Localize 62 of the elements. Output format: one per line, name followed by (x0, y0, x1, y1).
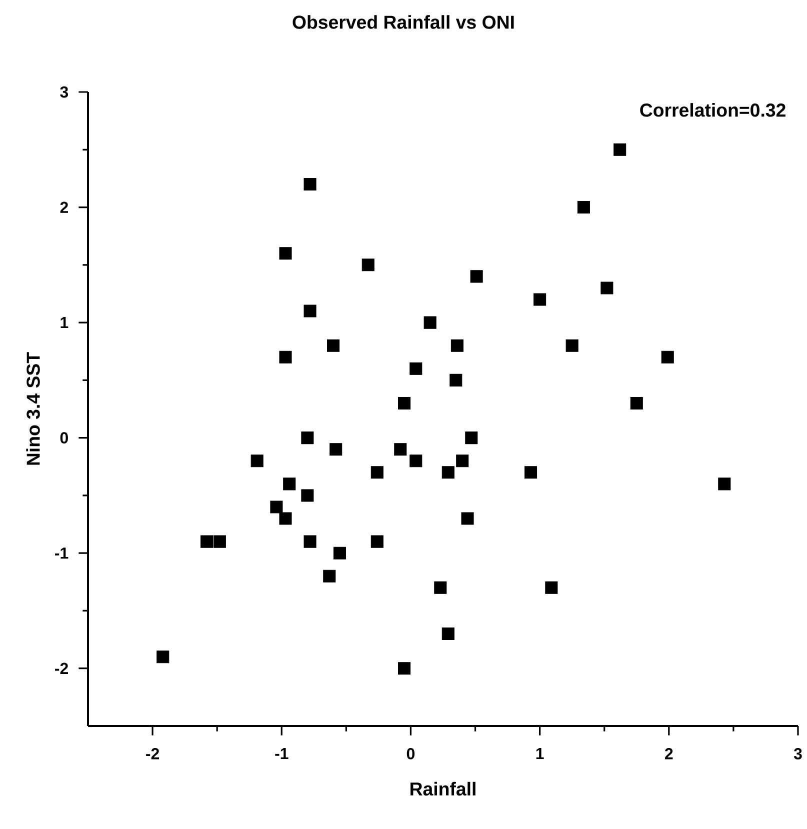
point (333, 546, 346, 560)
y-tick-label: -2 (55, 662, 68, 674)
point (304, 178, 316, 190)
point (156, 650, 170, 664)
point (450, 339, 464, 352)
point (398, 662, 411, 675)
point (250, 454, 264, 468)
point (545, 581, 558, 594)
point (213, 535, 226, 548)
point (661, 350, 674, 364)
x-tick-label: 3 (794, 748, 802, 760)
x-tick-label: 2 (665, 748, 673, 760)
y-tick-label: 2 (60, 202, 68, 213)
point (362, 258, 374, 272)
y-tick-label: 1 (60, 317, 68, 328)
y-tick-label: -1 (55, 548, 68, 559)
point (301, 432, 314, 444)
point (370, 466, 384, 479)
x-axis-title: Rainfall (410, 782, 476, 796)
annotation: Correlation=0.32 (640, 103, 786, 117)
x-tick-label: -1 (275, 748, 288, 760)
y-axis-title: Nino 3.4 SST (26, 352, 40, 465)
point (330, 443, 342, 456)
point (323, 570, 336, 582)
point (410, 454, 422, 468)
point (304, 535, 316, 548)
y-tick-label: 3 (60, 86, 68, 98)
point (577, 201, 590, 214)
point (279, 512, 292, 525)
point (442, 628, 454, 640)
point (450, 374, 462, 386)
point (394, 443, 407, 456)
point (470, 270, 483, 283)
point (718, 478, 731, 490)
point (398, 396, 411, 410)
point (270, 500, 283, 514)
y-tick-label: 0 (60, 432, 68, 444)
x-tick-label: -2 (146, 748, 160, 760)
point (534, 293, 546, 306)
point (370, 535, 384, 548)
point (566, 339, 578, 352)
point (301, 489, 314, 502)
point (614, 143, 626, 156)
point (442, 466, 454, 479)
point (327, 339, 340, 352)
chart-title: Observed Rainfall vs ONI (292, 15, 514, 29)
point (283, 478, 296, 490)
point (461, 512, 474, 525)
x-tick-label: 1 (536, 748, 544, 760)
point (279, 247, 292, 260)
x-tick-label: 0 (406, 748, 415, 760)
point (200, 535, 214, 548)
point (279, 350, 292, 364)
point (630, 396, 643, 410)
point (456, 454, 469, 468)
point (524, 466, 538, 479)
point (304, 304, 316, 318)
point (600, 282, 614, 294)
point (465, 432, 478, 444)
point (424, 316, 436, 329)
point (410, 362, 422, 375)
point (434, 581, 447, 594)
